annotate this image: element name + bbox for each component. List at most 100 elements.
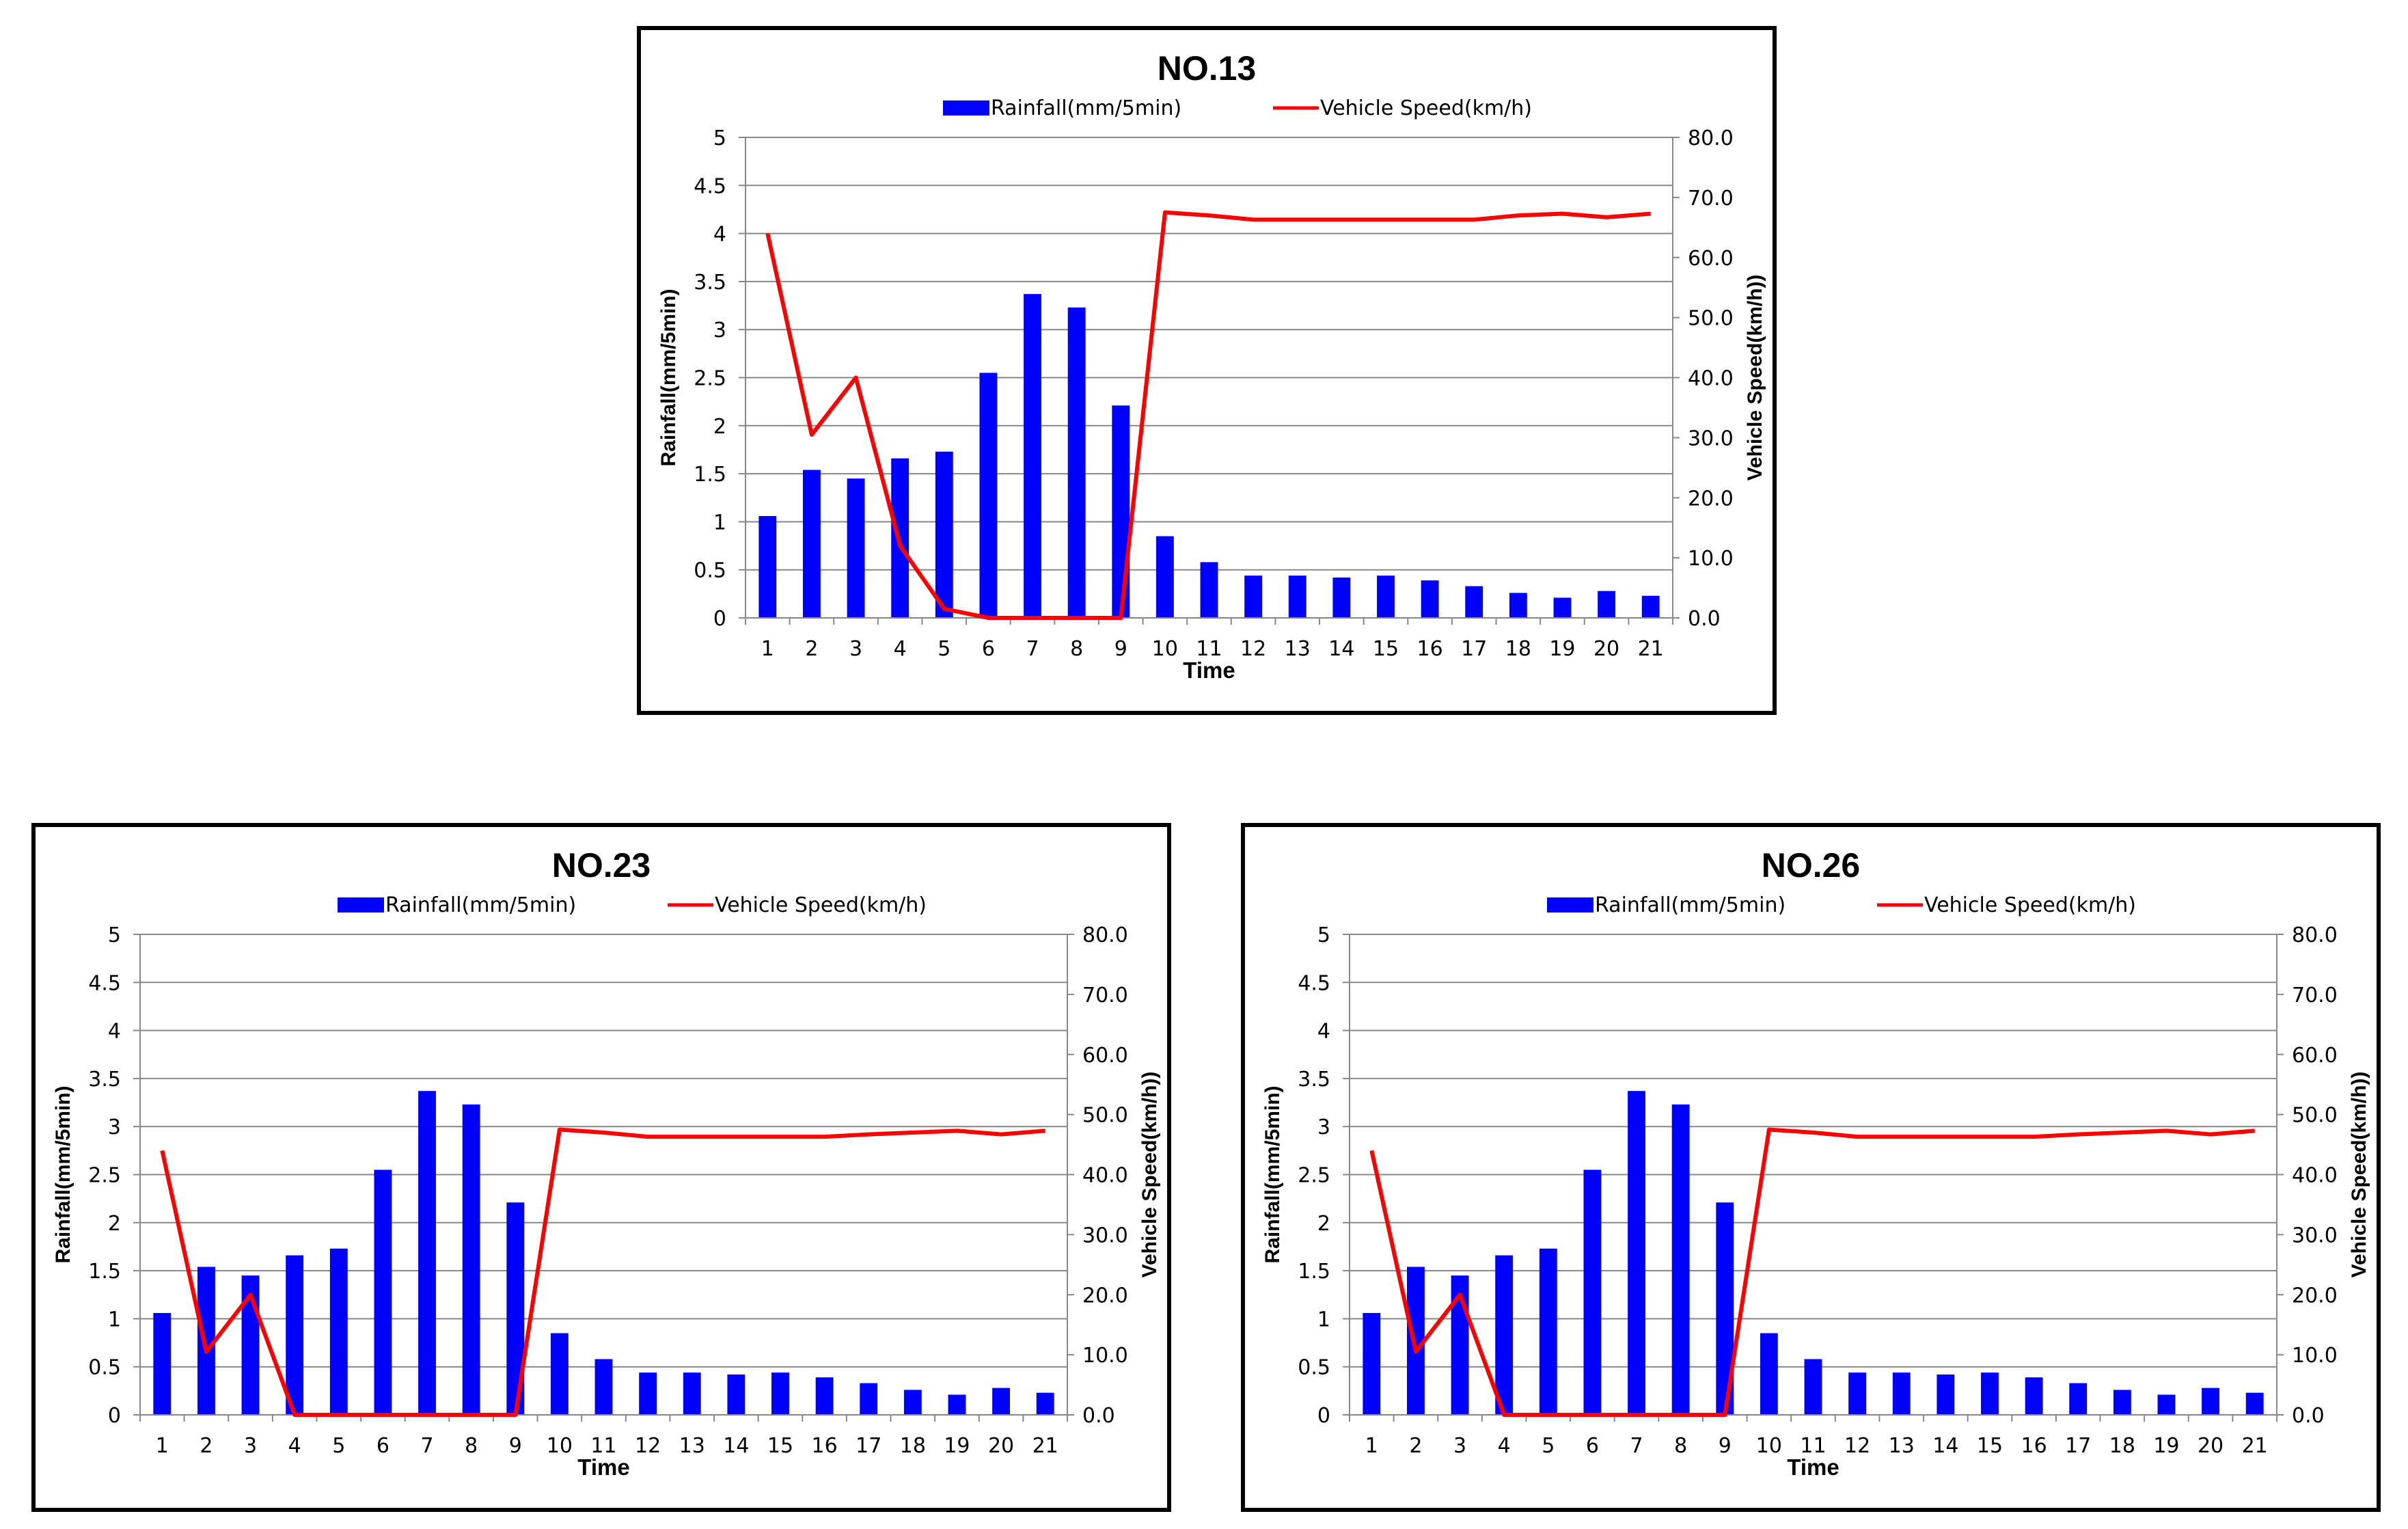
x-tick-label: 7 xyxy=(1026,637,1039,661)
y-tick-label: 0 xyxy=(1317,1404,1330,1428)
x-tick-label: 12 xyxy=(1844,1434,1870,1458)
y2-tick-label: 20.0 xyxy=(1688,487,1734,511)
rainfall-bar xyxy=(948,1394,966,1415)
x-tick-label: 8 xyxy=(465,1434,478,1458)
x-tick-label: 21 xyxy=(2242,1434,2268,1458)
y-tick-label: 4.5 xyxy=(88,971,121,995)
y2-axis-label: Vehicle Speed(km/h)) xyxy=(2348,1072,2370,1278)
y-tick-label: 2.5 xyxy=(694,367,726,391)
y-tick-label: 4.5 xyxy=(694,174,726,198)
y2-tick-label: 70.0 xyxy=(2292,984,2338,1007)
x-tick-label: 21 xyxy=(1032,1434,1058,1458)
y2-tick-label: 80.0 xyxy=(1082,923,1128,947)
y-tick-label: 0 xyxy=(713,607,726,631)
x-tick-label: 19 xyxy=(944,1434,970,1458)
x-tick-label: 2 xyxy=(805,637,818,661)
y2-tick-label: 10.0 xyxy=(1688,547,1734,571)
rainfall-bar xyxy=(1244,576,1263,618)
y2-tick-label: 40.0 xyxy=(1688,367,1734,391)
speed-line xyxy=(160,1127,1045,1417)
x-tick-label: 11 xyxy=(1196,637,1222,661)
rainfall-bar xyxy=(1804,1359,1822,1415)
x-tick-label: 11 xyxy=(1800,1434,1826,1458)
y-tick-label: 1 xyxy=(108,1308,121,1331)
y2-tick-label: 40.0 xyxy=(2292,1164,2338,1188)
x-tick-label: 8 xyxy=(1070,637,1083,661)
rainfall-bar xyxy=(1628,1091,1645,1415)
x-tick-label: 15 xyxy=(1977,1434,2003,1458)
y-tick-label: 5 xyxy=(108,923,121,947)
rainfall-bar xyxy=(1495,1255,1514,1415)
y2-axis-label: Vehicle Speed(km/h)) xyxy=(1138,1072,1161,1278)
legend-swatch-rainfall xyxy=(943,100,989,116)
rainfall-bar xyxy=(1465,586,1483,618)
rainfall-bar xyxy=(815,1377,834,1415)
rainfall-bar xyxy=(2157,1394,2176,1415)
y-tick-label: 1 xyxy=(1317,1308,1330,1331)
x-tick-label: 16 xyxy=(812,1434,838,1458)
x-tick-label: 6 xyxy=(377,1434,389,1458)
rainfall-bar xyxy=(1671,1104,1690,1415)
y2-tick-label: 30.0 xyxy=(2292,1223,2338,1247)
y-axis-label: Rainfall(mm/5min) xyxy=(657,288,680,466)
rainfall-bar xyxy=(418,1091,436,1415)
chart-title: NO.23 xyxy=(552,846,651,884)
rainfall-bar xyxy=(935,451,953,618)
y-tick-label: 4.5 xyxy=(1298,971,1330,995)
rainfall-bar xyxy=(1377,576,1395,618)
y2-tick-label: 60.0 xyxy=(1688,247,1734,271)
legend-label-rainfall: Rainfall(mm/5min) xyxy=(1595,893,1786,917)
x-tick-label: 10 xyxy=(1756,1434,1782,1458)
x-tick-label: 5 xyxy=(938,637,950,661)
x-tick-label: 19 xyxy=(2153,1434,2179,1458)
rainfall-bar xyxy=(1200,562,1218,618)
x-tick-label: 4 xyxy=(1498,1434,1511,1458)
y2-tick-label: 0.0 xyxy=(1082,1404,1115,1428)
x-tick-label: 16 xyxy=(1417,637,1443,661)
y2-tick-label: 60.0 xyxy=(2292,1044,2338,1068)
y-axis-label: Rainfall(mm/5min) xyxy=(52,1085,74,1263)
legend: Rainfall(mm/5min) Vehicle Speed(km/h) xyxy=(943,96,1532,120)
x-tick-label: 17 xyxy=(856,1434,881,1458)
x-tick-label: 20 xyxy=(2198,1434,2224,1458)
legend-swatch-rainfall xyxy=(1547,897,1593,912)
y2-tick-label: 60.0 xyxy=(1082,1044,1128,1068)
y2-tick-label: 80.0 xyxy=(2292,923,2338,947)
rainfall-bars xyxy=(153,1091,1054,1415)
y-tick-label: 0 xyxy=(108,1404,121,1428)
x-tick-label: 3 xyxy=(1453,1434,1466,1458)
x-tick-label: 16 xyxy=(2021,1434,2047,1458)
y2-tick-label: 20.0 xyxy=(2292,1284,2338,1308)
y2-tick-label: 20.0 xyxy=(1082,1284,1128,1308)
y-tick-label: 1.5 xyxy=(694,463,726,487)
x-tick-label: 7 xyxy=(1630,1434,1643,1458)
y-tick-label: 4 xyxy=(108,1020,121,1044)
x-tick-label: 9 xyxy=(509,1434,522,1458)
legend: Rainfall(mm/5min) Vehicle Speed(km/h) xyxy=(338,893,927,917)
rainfall-bar xyxy=(2202,1388,2219,1415)
rainfall-bar xyxy=(374,1169,392,1415)
x-tick-label: 4 xyxy=(288,1434,301,1458)
x-tick-label: 21 xyxy=(1638,637,1664,661)
x-tick-label: 10 xyxy=(547,1434,573,1458)
chart-panel-no13: NO.13 Rainfall(mm/5min) Vehicle Speed(km/h… xyxy=(637,26,1777,715)
speed-line xyxy=(1369,1127,2255,1417)
rainfall-bar xyxy=(1332,577,1351,618)
y2-tick-label: 50.0 xyxy=(1082,1104,1128,1128)
legend: Rainfall(mm/5min) Vehicle Speed(km/h) xyxy=(1547,893,2136,917)
y-tick-label: 4 xyxy=(1317,1020,1330,1044)
y2-tick-label: 10.0 xyxy=(1082,1344,1128,1368)
x-tick-label: 5 xyxy=(332,1434,345,1458)
chart-svg: NO.13 Rainfall(mm/5min) Vehicle Speed(km/h… xyxy=(657,49,1766,683)
legend-label-rainfall: Rainfall(mm/5min) xyxy=(385,893,576,917)
y2-tick-label: 0.0 xyxy=(2292,1404,2325,1428)
rainfall-bar xyxy=(1583,1169,1602,1415)
y-tick-label: 3.5 xyxy=(1298,1068,1330,1092)
rainfall-bar xyxy=(1421,580,1439,618)
chart-title: NO.26 xyxy=(1762,846,1861,884)
rainfall-bar xyxy=(1539,1248,1557,1415)
rainfall-bar xyxy=(860,1383,878,1415)
rainfall-bar xyxy=(1112,405,1130,618)
y-tick-label: 1.5 xyxy=(1298,1260,1330,1284)
rainfall-bar xyxy=(286,1255,304,1415)
